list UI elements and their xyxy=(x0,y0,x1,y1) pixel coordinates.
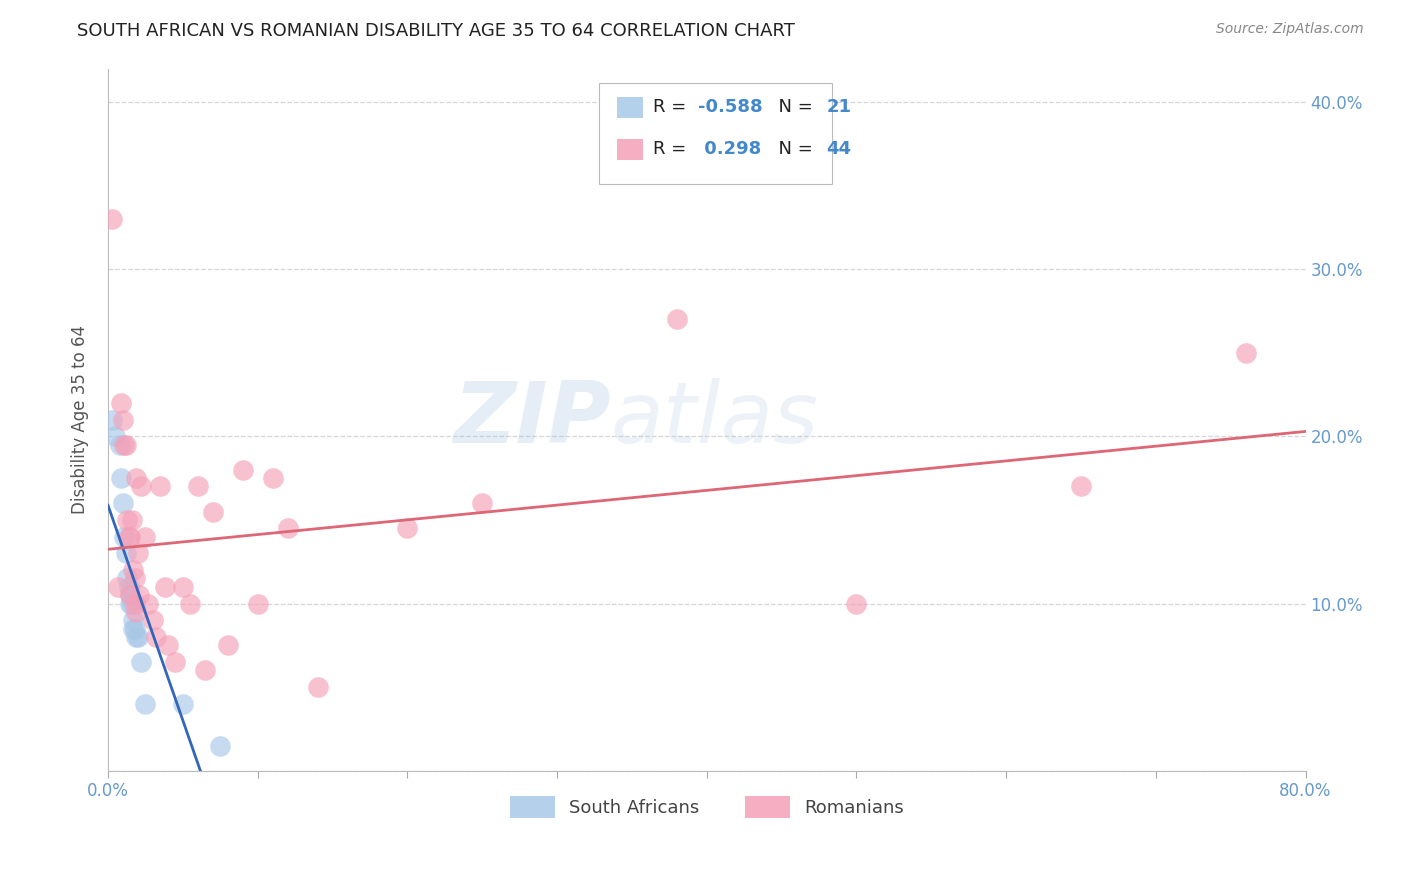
Point xyxy=(246,597,269,611)
FancyBboxPatch shape xyxy=(599,83,832,185)
Point xyxy=(118,580,141,594)
Point xyxy=(101,412,124,426)
Point xyxy=(127,630,149,644)
Point xyxy=(122,613,145,627)
Point xyxy=(124,622,146,636)
Point xyxy=(124,571,146,585)
Point xyxy=(179,597,201,611)
Point xyxy=(122,563,145,577)
Point xyxy=(118,530,141,544)
Point xyxy=(121,513,143,527)
Point xyxy=(107,580,129,594)
Point xyxy=(125,630,148,644)
Text: R =: R = xyxy=(652,140,697,158)
Text: ZIP: ZIP xyxy=(453,378,612,461)
Text: 21: 21 xyxy=(827,98,852,116)
Y-axis label: Disability Age 35 to 64: Disability Age 35 to 64 xyxy=(72,325,89,514)
Point xyxy=(110,471,132,485)
Point xyxy=(665,312,688,326)
Point xyxy=(277,521,299,535)
Point xyxy=(194,664,217,678)
Point xyxy=(124,597,146,611)
Text: -0.588: -0.588 xyxy=(699,98,763,116)
Bar xyxy=(617,139,644,160)
Point xyxy=(117,571,139,585)
Point xyxy=(262,471,284,485)
Point xyxy=(110,396,132,410)
Text: N =: N = xyxy=(766,98,818,116)
Point xyxy=(138,597,160,611)
Point xyxy=(115,546,138,560)
Point xyxy=(128,588,150,602)
Point xyxy=(471,496,494,510)
Point xyxy=(172,697,194,711)
Point xyxy=(172,580,194,594)
Point xyxy=(396,521,419,535)
Point xyxy=(108,438,131,452)
Text: R =: R = xyxy=(652,98,692,116)
Point xyxy=(134,697,156,711)
Point xyxy=(145,630,167,644)
Point xyxy=(1070,479,1092,493)
Point xyxy=(165,655,187,669)
Point xyxy=(129,655,152,669)
Point xyxy=(115,438,138,452)
Point xyxy=(122,622,145,636)
Point xyxy=(117,513,139,527)
Text: N =: N = xyxy=(766,140,818,158)
Point xyxy=(125,471,148,485)
Point xyxy=(104,429,127,443)
Point xyxy=(149,479,172,493)
Point xyxy=(153,580,176,594)
Point xyxy=(307,680,329,694)
Point xyxy=(114,530,136,544)
Point xyxy=(120,588,142,602)
Point xyxy=(187,479,209,493)
Point xyxy=(142,613,165,627)
Point xyxy=(209,739,232,753)
Point xyxy=(125,605,148,619)
Bar xyxy=(617,96,644,118)
Point xyxy=(232,463,254,477)
Text: 0.298: 0.298 xyxy=(699,140,762,158)
Text: atlas: atlas xyxy=(612,378,818,461)
Point xyxy=(120,588,142,602)
Text: SOUTH AFRICAN VS ROMANIAN DISABILITY AGE 35 TO 64 CORRELATION CHART: SOUTH AFRICAN VS ROMANIAN DISABILITY AGE… xyxy=(77,22,796,40)
Point xyxy=(217,638,239,652)
Point xyxy=(1234,345,1257,359)
Point xyxy=(111,412,134,426)
Text: Source: ZipAtlas.com: Source: ZipAtlas.com xyxy=(1216,22,1364,37)
Point xyxy=(134,530,156,544)
Point xyxy=(120,530,142,544)
Point xyxy=(845,597,868,611)
Point xyxy=(156,638,179,652)
Point xyxy=(129,479,152,493)
Point xyxy=(114,438,136,452)
Point xyxy=(101,211,124,226)
Point xyxy=(111,496,134,510)
Text: 44: 44 xyxy=(827,140,852,158)
Point xyxy=(127,546,149,560)
Point xyxy=(120,597,142,611)
Point xyxy=(121,597,143,611)
Legend: South Africans, Romanians: South Africans, Romanians xyxy=(502,789,911,825)
Point xyxy=(201,504,224,518)
